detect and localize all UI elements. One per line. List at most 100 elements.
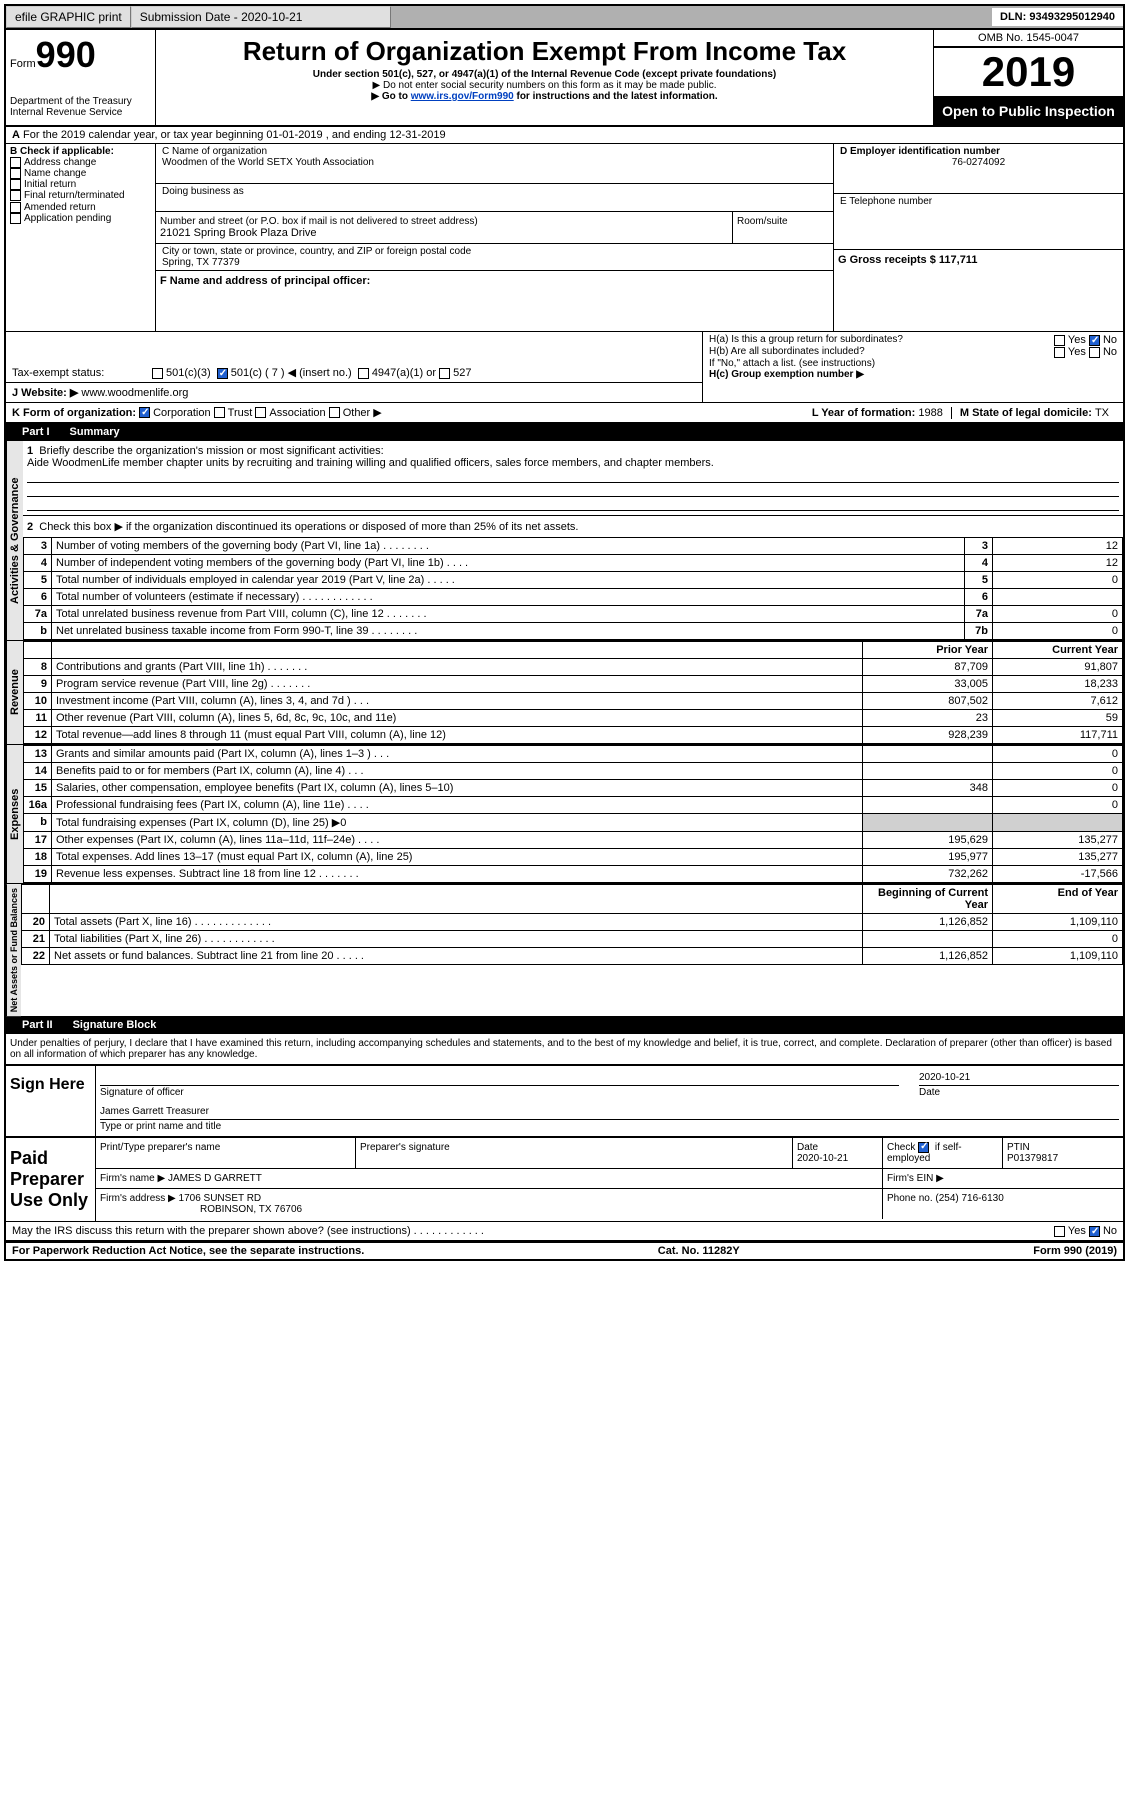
- vert-net-assets: Net Assets or Fund Balances: [6, 884, 21, 1016]
- checkbox-address-change[interactable]: [10, 157, 21, 168]
- checkbox-501c3[interactable]: [152, 368, 163, 379]
- vert-activities: Activities & Governance: [6, 441, 23, 640]
- hdr-current: Current Year: [993, 642, 1123, 659]
- header-mid: Return of Organization Exempt From Incom…: [156, 30, 933, 125]
- ssn-note: Do not enter social security numbers on …: [160, 80, 929, 91]
- expenses-table: 13Grants and similar amounts paid (Part …: [23, 745, 1123, 883]
- col-de: D Employer identification number 76-0274…: [833, 144, 1123, 331]
- checkbox-501c[interactable]: [217, 368, 228, 379]
- org-name: Woodmen of the World SETX Youth Associat…: [162, 157, 827, 168]
- part1-name: Summary: [70, 426, 120, 438]
- tax-year: 2019: [934, 47, 1123, 97]
- period-text: For the 2019 calendar year, or tax year …: [23, 129, 446, 141]
- k-assoc[interactable]: [255, 407, 266, 418]
- ptin-label: PTIN: [1007, 1142, 1030, 1153]
- part1-ag-section: Activities & Governance 1 Briefly descri…: [6, 441, 1123, 640]
- checkbox-amended[interactable]: [10, 202, 21, 213]
- officer-name-label: Type or print name and title: [100, 1121, 221, 1132]
- opt-name: Name change: [24, 168, 86, 179]
- part1-net-section: Net Assets or Fund Balances Beginning of…: [6, 883, 1123, 1016]
- checkbox-initial[interactable]: [10, 179, 21, 190]
- line6-txt: Total number of volunteers (estimate if …: [52, 589, 965, 606]
- ha-yes[interactable]: [1054, 335, 1065, 346]
- net-assets-table: Beginning of Current YearEnd of Year 20T…: [21, 884, 1123, 965]
- k-other[interactable]: [329, 407, 340, 418]
- ha-no[interactable]: [1089, 335, 1100, 346]
- firm-addr-label: Firm's address ▶: [100, 1193, 176, 1204]
- hb-label: H(b) Are all subordinates included?: [709, 346, 1054, 358]
- room-suite-label: Room/suite: [733, 212, 833, 243]
- form-990-page: efile GRAPHIC print Submission Date - 20…: [4, 4, 1125, 1261]
- discuss-no[interactable]: [1089, 1226, 1100, 1237]
- discuss-row: May the IRS discuss this return with the…: [6, 1221, 1123, 1241]
- city-label: City or town, state or province, country…: [162, 246, 827, 257]
- checkbox-4947[interactable]: [358, 368, 369, 379]
- part1-header: Part I Summary: [6, 423, 1123, 441]
- line3-val: 12: [993, 538, 1123, 555]
- part1-exp-section: Expenses 13Grants and similar amounts pa…: [6, 744, 1123, 883]
- principal-officer-label: F Name and address of principal officer:: [156, 271, 833, 331]
- ha-label: H(a) Is this a group return for subordin…: [709, 334, 1054, 346]
- l-value: 1988: [918, 407, 942, 419]
- line3-txt: Number of voting members of the governin…: [52, 538, 965, 555]
- opt-501c: 501(c) ( 7 ) ◀ (insert no.): [231, 366, 352, 379]
- discuss-yes[interactable]: [1054, 1226, 1065, 1237]
- form-ref: Form 990 (2019): [1033, 1245, 1117, 1257]
- goto-note-pre: Go to: [371, 91, 410, 102]
- paid-preparer-label: Paid Preparer Use Only: [6, 1138, 96, 1221]
- k-trust[interactable]: [214, 407, 225, 418]
- firm-ein-label: Firm's EIN ▶: [883, 1169, 1123, 1188]
- checkbox-name-change[interactable]: [10, 168, 21, 179]
- part2-label: Part II: [14, 1019, 61, 1031]
- prep-date-label: Date: [797, 1142, 818, 1153]
- checkbox-pending[interactable]: [10, 213, 21, 224]
- header-left: Form990 Department of the Treasury Inter…: [6, 30, 156, 125]
- tax-exempt-h-block: Tax-exempt status: 501(c)(3) 501(c) ( 7 …: [6, 332, 1123, 403]
- gross-receipts: G Gross receipts $ 117,711: [834, 250, 1123, 270]
- line7b-txt: Net unrelated business taxable income fr…: [52, 623, 965, 640]
- efile-print-button[interactable]: efile GRAPHIC print: [6, 6, 131, 28]
- paperwork-notice: For Paperwork Reduction Act Notice, see …: [12, 1245, 364, 1257]
- q1-text: Aide WoodmenLife member chapter units by…: [27, 457, 714, 469]
- form-header: Form990 Department of the Treasury Inter…: [6, 30, 1123, 127]
- h-block: H(a) Is this a group return for subordin…: [703, 332, 1123, 402]
- website-label: J Website: ▶: [12, 386, 78, 399]
- checkbox-527[interactable]: [439, 368, 450, 379]
- city-state-zip: Spring, TX 77379: [162, 257, 827, 268]
- col-b-label: B Check if applicable:: [10, 146, 151, 157]
- opt-4947: 4947(a)(1) or: [372, 367, 436, 379]
- dba-label: Doing business as: [156, 184, 833, 212]
- open-to-public: Open to Public Inspection: [934, 97, 1123, 125]
- opt-final: Final return/terminated: [24, 191, 125, 202]
- paid-preparer-block: Paid Preparer Use Only Print/Type prepar…: [6, 1136, 1123, 1221]
- line7a-txt: Total unrelated business revenue from Pa…: [52, 606, 965, 623]
- part2-name: Signature Block: [73, 1019, 157, 1031]
- officer-name: James Garrett Treasurer: [100, 1106, 1119, 1120]
- sign-here-block: Sign Here Signature of officer 2020-10-2…: [6, 1064, 1123, 1136]
- hb-no[interactable]: [1089, 347, 1100, 358]
- tax-exempt-label: Tax-exempt status:: [12, 367, 152, 379]
- irs-link[interactable]: www.irs.gov/Form990: [411, 91, 514, 102]
- form-title: Return of Organization Exempt From Incom…: [160, 36, 929, 67]
- k-corp[interactable]: [139, 407, 150, 418]
- goto-note-post: for instructions and the latest informat…: [514, 91, 718, 102]
- part1-rev-section: Revenue Prior YearCurrent Year 8Contribu…: [6, 640, 1123, 744]
- opt-501c3: 501(c)(3): [166, 367, 211, 379]
- self-employed-check[interactable]: [918, 1142, 929, 1153]
- line7a-val: 0: [993, 606, 1123, 623]
- hb-yes[interactable]: [1054, 347, 1065, 358]
- row-klm: K Form of organization: Corporation Trus…: [6, 403, 1123, 423]
- phone-label: E Telephone number: [834, 194, 1123, 250]
- submission-date-button[interactable]: Submission Date - 2020-10-21: [131, 6, 391, 28]
- hc-label: H(c) Group exemption number ▶: [709, 369, 1117, 380]
- line4-txt: Number of independent voting members of …: [52, 555, 965, 572]
- checkbox-final[interactable]: [10, 190, 21, 201]
- hdr-prior: Prior Year: [863, 642, 993, 659]
- part2-header: Part II Signature Block: [6, 1016, 1123, 1034]
- part1-label: Part I: [14, 426, 58, 438]
- sig-date: 2020-10-21: [919, 1072, 1119, 1086]
- opt-amended: Amended return: [24, 202, 96, 213]
- ein-value: 76-0274092: [840, 157, 1117, 168]
- preparer-name-label: Print/Type preparer's name: [96, 1138, 356, 1168]
- col-b-checkboxes: B Check if applicable: Address change Na…: [6, 144, 156, 331]
